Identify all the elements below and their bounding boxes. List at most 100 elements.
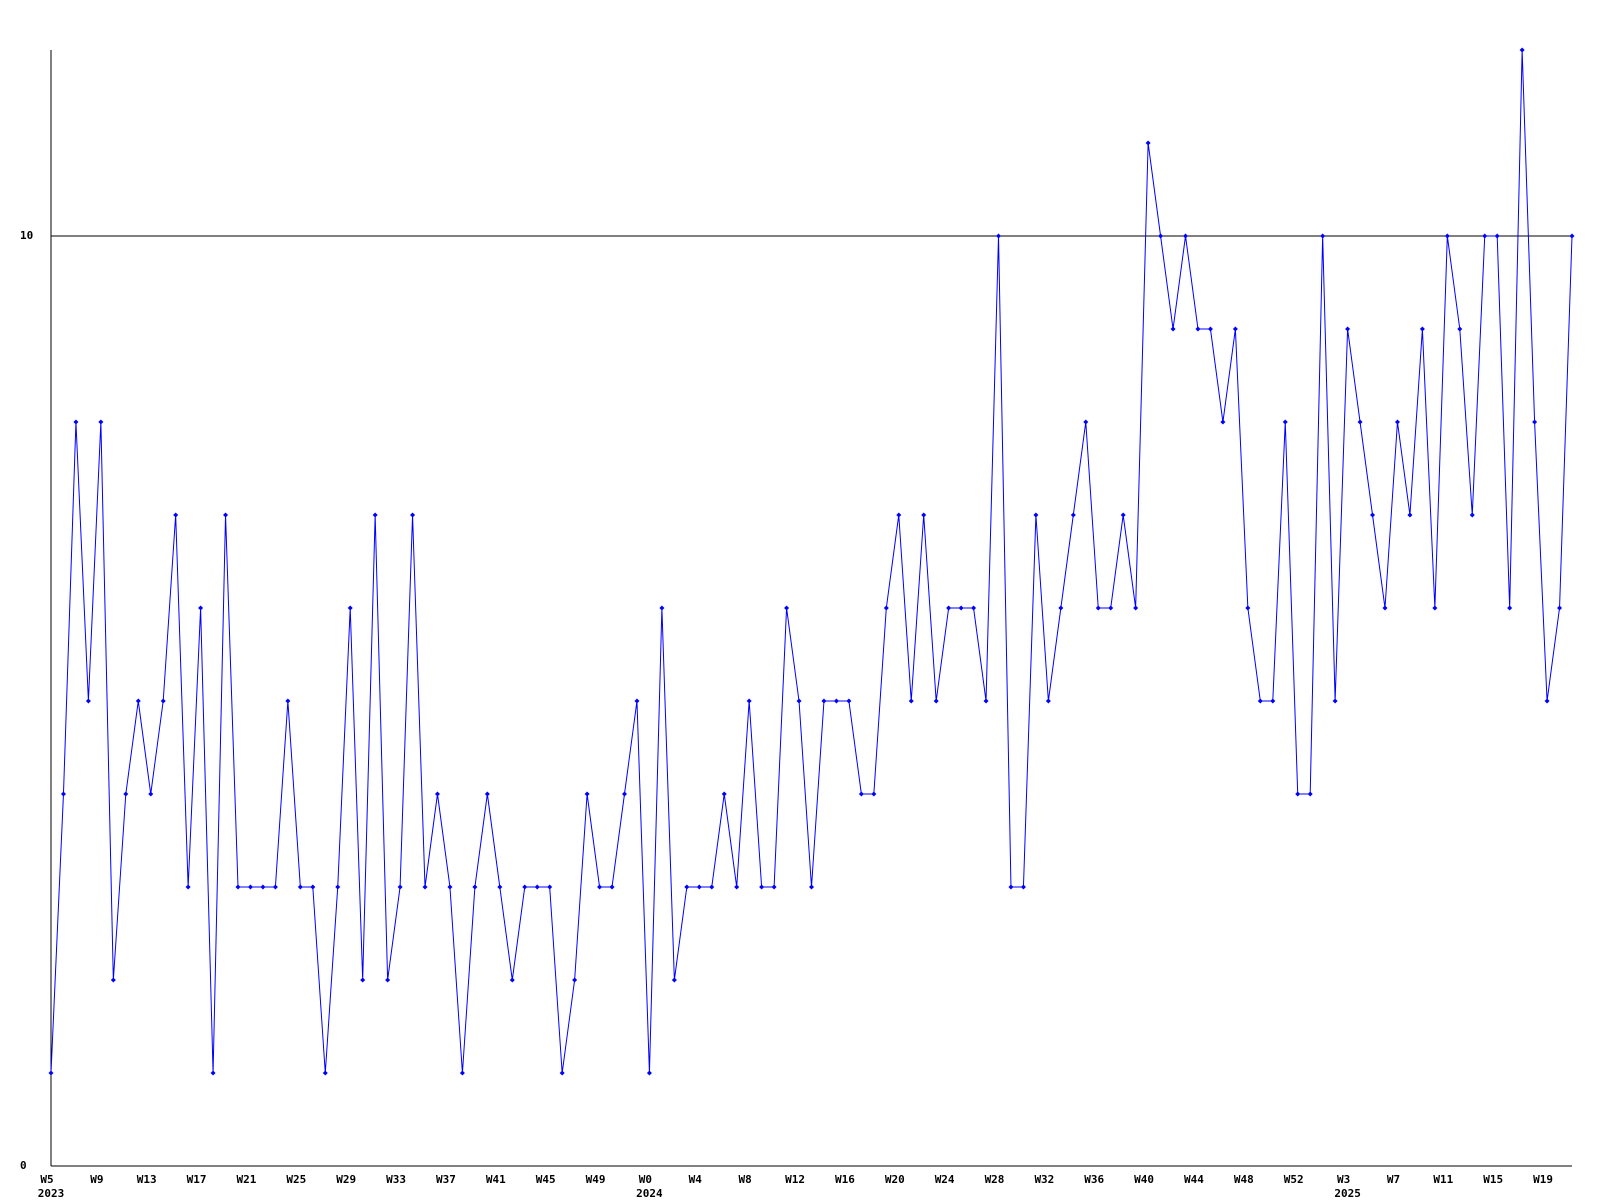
point-marker — [160, 698, 166, 704]
point-marker — [434, 791, 440, 797]
point-marker — [1432, 605, 1438, 611]
x-tick-label: W48 — [1234, 1173, 1254, 1186]
point-marker — [472, 884, 478, 890]
point-marker — [1008, 884, 1014, 890]
point-marker — [347, 605, 353, 611]
point-marker — [721, 791, 727, 797]
x-tick-label: W9 — [90, 1173, 103, 1186]
point-marker — [684, 884, 690, 890]
x-tick-label: W8 — [739, 1173, 752, 1186]
point-marker — [210, 1070, 216, 1076]
point-marker — [709, 884, 715, 890]
point-marker — [1183, 233, 1189, 239]
point-marker — [896, 512, 902, 518]
point-marker — [1469, 512, 1475, 518]
point-marker — [796, 698, 802, 704]
point-marker — [123, 791, 129, 797]
point-marker — [1232, 326, 1238, 332]
point-marker — [372, 512, 378, 518]
point-marker — [584, 791, 590, 797]
point-marker — [148, 791, 154, 797]
point-marker — [1195, 326, 1201, 332]
point-marker — [1519, 47, 1525, 53]
point-marker — [759, 884, 765, 890]
point-marker — [846, 698, 852, 704]
point-marker — [285, 698, 291, 704]
x-tick-label: W16 — [835, 1173, 855, 1186]
point-marker — [1382, 605, 1388, 611]
point-marker — [1083, 419, 1089, 425]
point-marker — [1295, 791, 1301, 797]
x-tick-label: W17 — [187, 1173, 207, 1186]
x-tick-label: W20 — [885, 1173, 905, 1186]
point-marker — [821, 698, 827, 704]
point-marker — [360, 977, 366, 983]
point-marker — [110, 977, 116, 983]
point-marker — [1307, 791, 1313, 797]
x-tick-label: W7 — [1387, 1173, 1400, 1186]
point-marker — [1033, 512, 1039, 518]
point-marker — [247, 884, 253, 890]
point-marker — [173, 512, 179, 518]
point-marker — [646, 1070, 652, 1076]
x-tick-label: W32 — [1034, 1173, 1054, 1186]
x-tick-label: W41 — [486, 1173, 506, 1186]
point-marker — [447, 884, 453, 890]
point-marker — [1220, 419, 1226, 425]
point-marker — [1257, 698, 1263, 704]
x-tick-label: W12 — [785, 1173, 805, 1186]
point-marker — [1158, 233, 1164, 239]
point-marker — [1370, 512, 1376, 518]
point-marker — [422, 884, 428, 890]
point-marker — [1419, 326, 1425, 332]
x-tick-label: W28 — [985, 1173, 1005, 1186]
point-marker — [971, 605, 977, 611]
point-marker — [696, 884, 702, 890]
point-marker — [883, 605, 889, 611]
x-tick-label: W25 — [286, 1173, 306, 1186]
point-marker — [784, 605, 790, 611]
point-marker — [809, 884, 814, 890]
point-marker — [235, 884, 241, 890]
x-tick-label: W33 — [386, 1173, 406, 1186]
point-marker — [1282, 419, 1288, 425]
point-marker — [1457, 326, 1463, 332]
point-marker — [996, 233, 1002, 239]
point-marker — [1407, 512, 1413, 518]
point-marker — [385, 977, 391, 983]
point-marker — [547, 884, 553, 890]
point-marker — [1270, 698, 1276, 704]
x-tick-label: W45 — [536, 1173, 556, 1186]
series-line — [50, 49, 1573, 1074]
point-marker — [98, 419, 104, 425]
x-tick-label: W29 — [336, 1173, 356, 1186]
point-marker — [597, 884, 603, 890]
x-year-label: 2024 — [636, 1187, 663, 1200]
x-tick-label: W52 — [1284, 1173, 1304, 1186]
x-tick-label: W36 — [1084, 1173, 1104, 1186]
point-marker — [871, 791, 877, 797]
point-marker — [921, 512, 927, 518]
point-marker — [572, 977, 578, 983]
point-marker — [1444, 233, 1450, 239]
point-marker — [185, 884, 191, 890]
point-marker — [1569, 233, 1575, 239]
x-year-label: 2023 — [38, 1187, 65, 1200]
point-marker — [1494, 233, 1500, 239]
point-marker — [1532, 419, 1538, 425]
point-marker — [198, 605, 204, 611]
point-marker — [73, 419, 79, 425]
point-marker — [1320, 233, 1326, 239]
point-marker — [983, 698, 989, 704]
point-marker — [1058, 605, 1064, 611]
point-marker — [659, 605, 665, 611]
point-marker — [933, 698, 939, 704]
point-marker — [260, 884, 266, 890]
point-marker — [1020, 884, 1026, 890]
point-marker — [85, 698, 91, 704]
point-marker — [48, 1070, 54, 1076]
point-marker — [410, 512, 416, 518]
point-marker — [1108, 605, 1114, 611]
